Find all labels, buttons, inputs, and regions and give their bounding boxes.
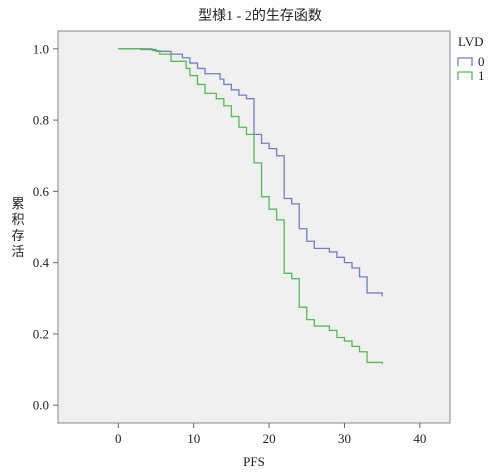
- x-tick-label: 0: [115, 431, 122, 446]
- legend-swatch-0: [457, 57, 473, 66]
- legend-label-1: 1: [478, 68, 485, 83]
- series-line-0: [118, 48, 383, 297]
- x-axis-title: PFS: [243, 454, 265, 469]
- y-tick-label: 0.0: [33, 398, 49, 413]
- plot-area: [57, 30, 451, 424]
- x-tick-label: 30: [338, 431, 351, 446]
- x-tick-label: 20: [263, 431, 276, 446]
- x-axis: 0 10 20 30 40: [115, 423, 426, 446]
- y-tick-label: 1.0: [33, 41, 49, 56]
- y-axis: 0.0 0.2 0.4 0.6 0.8 1.0: [33, 41, 58, 413]
- y-tick-label: 0.8: [33, 113, 49, 128]
- y-tick-label: 0.4: [33, 255, 50, 270]
- series-layer: [118, 48, 383, 365]
- y-tick-label: 0.2: [33, 326, 49, 341]
- y-tick-label: 0.6: [33, 184, 50, 199]
- legend-label-0: 0: [478, 54, 485, 69]
- x-tick-label: 10: [187, 431, 200, 446]
- chart-title: 型様1 - 2的生存函数: [198, 8, 322, 24]
- x-tick-label: 40: [413, 431, 426, 446]
- legend-title: LVD: [458, 34, 484, 49]
- series-line-1: [118, 48, 383, 365]
- legend-swatch-1: [457, 71, 473, 80]
- legend: LVD 01: [457, 34, 485, 83]
- y-axis-title: 累积存活: [11, 196, 24, 259]
